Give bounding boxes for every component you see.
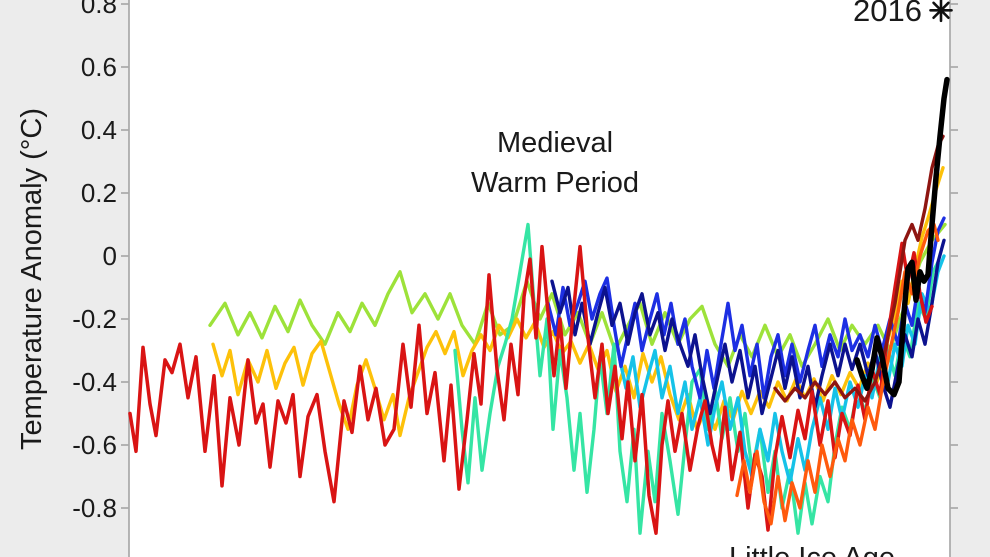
series-line-dark-red bbox=[773, 134, 945, 403]
y-tick-label: 0.4 bbox=[81, 115, 117, 145]
series-line-instrumental-black bbox=[854, 76, 950, 398]
medieval-warm-period-annotation: Medieval Warm Period bbox=[405, 123, 705, 203]
y-tick-label: 0.8 bbox=[81, 0, 117, 19]
y-tick-label: -0.8 bbox=[72, 493, 117, 523]
asterisk-2016-marker-icon bbox=[932, 1, 950, 20]
series-line-gold bbox=[211, 166, 945, 438]
y-tick-label: -0.4 bbox=[72, 367, 117, 397]
endpoint-year-label: 2016 bbox=[853, 0, 922, 28]
y-tick-label: 0.6 bbox=[81, 52, 117, 82]
y-axis-label: Temperature Anomaly (°C) bbox=[16, 108, 48, 450]
y-tick-label: -0.2 bbox=[72, 304, 117, 334]
little-ice-age-annotation: Little Ice Age bbox=[662, 541, 962, 557]
y-tick-label: 0 bbox=[103, 241, 117, 271]
series-line-green-yellow bbox=[208, 222, 947, 368]
series-line-sky-blue bbox=[616, 254, 946, 485]
y-tick-label: 0.2 bbox=[81, 178, 117, 208]
y-tick-label: -0.6 bbox=[72, 430, 117, 460]
medieval-annotation-line2: Warm Period bbox=[470, 167, 640, 199]
medieval-annotation-line1: Medieval bbox=[496, 127, 614, 159]
series-line-red bbox=[128, 241, 934, 535]
